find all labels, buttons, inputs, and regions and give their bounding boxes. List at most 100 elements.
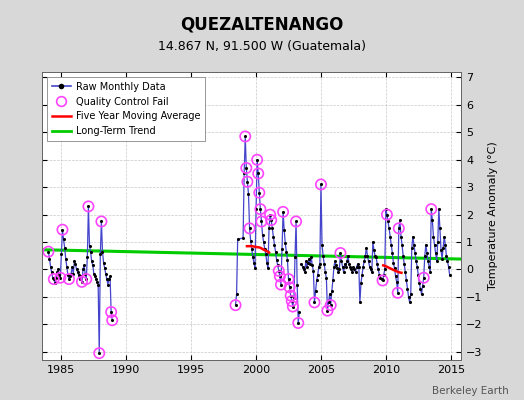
Point xyxy=(77,273,85,280)
Point xyxy=(50,276,58,282)
Point xyxy=(91,273,99,280)
Point xyxy=(289,303,297,310)
Point xyxy=(107,309,115,315)
Point xyxy=(67,270,75,277)
Point xyxy=(56,274,64,281)
Point xyxy=(359,264,367,270)
Point xyxy=(84,203,93,210)
Point xyxy=(326,302,335,308)
Point xyxy=(386,233,395,240)
Point xyxy=(345,261,353,267)
Point xyxy=(295,309,303,315)
Point xyxy=(299,266,308,273)
Point xyxy=(411,250,419,256)
Point xyxy=(242,165,250,171)
Point xyxy=(366,266,375,273)
Point xyxy=(280,226,288,233)
Point xyxy=(45,255,53,262)
Point xyxy=(385,225,394,232)
Point xyxy=(420,274,428,281)
Point xyxy=(104,281,112,288)
Point xyxy=(307,254,315,260)
Point xyxy=(314,264,323,270)
Point xyxy=(97,218,106,225)
Point xyxy=(397,233,405,240)
Point xyxy=(233,291,241,297)
Point xyxy=(400,261,408,267)
Point xyxy=(384,218,392,225)
Point xyxy=(269,233,278,240)
Point xyxy=(272,257,281,263)
Point xyxy=(356,299,364,306)
Point xyxy=(96,251,104,258)
Point xyxy=(263,260,271,266)
Point xyxy=(250,260,258,266)
Point xyxy=(283,257,292,263)
Point xyxy=(429,233,438,240)
Point xyxy=(55,272,63,278)
Point xyxy=(277,281,285,288)
Point xyxy=(372,254,380,260)
Point xyxy=(388,250,397,256)
Point xyxy=(312,277,321,284)
Point xyxy=(231,302,239,308)
Point xyxy=(335,266,344,273)
Point xyxy=(352,269,360,276)
Point xyxy=(380,266,389,273)
Point xyxy=(375,272,384,278)
Point xyxy=(379,272,388,278)
Point xyxy=(241,133,249,140)
Point xyxy=(267,217,276,223)
Point xyxy=(364,258,373,264)
Point xyxy=(310,299,319,306)
Point xyxy=(395,225,403,232)
Point xyxy=(281,240,289,247)
Point xyxy=(70,258,79,264)
Point xyxy=(240,170,248,177)
Point xyxy=(322,274,331,281)
Point xyxy=(247,246,256,252)
Point xyxy=(406,299,414,306)
Text: QUEZALTENANGO: QUEZALTENANGO xyxy=(180,16,344,34)
Point xyxy=(252,206,260,212)
Point xyxy=(433,239,442,245)
Point xyxy=(347,266,355,273)
Point xyxy=(266,212,274,218)
Point xyxy=(291,254,299,260)
Point xyxy=(301,269,309,276)
Point xyxy=(292,218,300,225)
Point xyxy=(59,236,68,242)
Point xyxy=(239,235,247,241)
Point xyxy=(261,251,270,258)
Point xyxy=(383,212,391,218)
Point xyxy=(92,276,100,282)
Point xyxy=(333,265,341,271)
Point xyxy=(378,277,387,284)
Point xyxy=(255,190,264,196)
Point xyxy=(424,258,432,264)
Point xyxy=(377,276,386,282)
Point xyxy=(294,320,302,326)
Point xyxy=(51,280,59,286)
Point xyxy=(79,266,87,273)
Point xyxy=(274,262,282,268)
Point xyxy=(391,273,400,280)
Point xyxy=(108,317,116,324)
Point xyxy=(81,270,90,277)
Point xyxy=(399,252,407,259)
Point xyxy=(93,279,101,285)
Point xyxy=(317,181,325,188)
Point xyxy=(403,286,412,292)
Point xyxy=(57,251,66,258)
Point xyxy=(373,261,381,267)
Point xyxy=(65,276,73,282)
Point xyxy=(254,170,263,177)
Point xyxy=(106,273,114,280)
Point xyxy=(267,217,276,223)
Point xyxy=(61,255,70,262)
Point xyxy=(298,264,307,270)
Point xyxy=(88,258,96,264)
Point xyxy=(279,209,287,215)
Point xyxy=(271,248,280,255)
Point xyxy=(243,178,252,185)
